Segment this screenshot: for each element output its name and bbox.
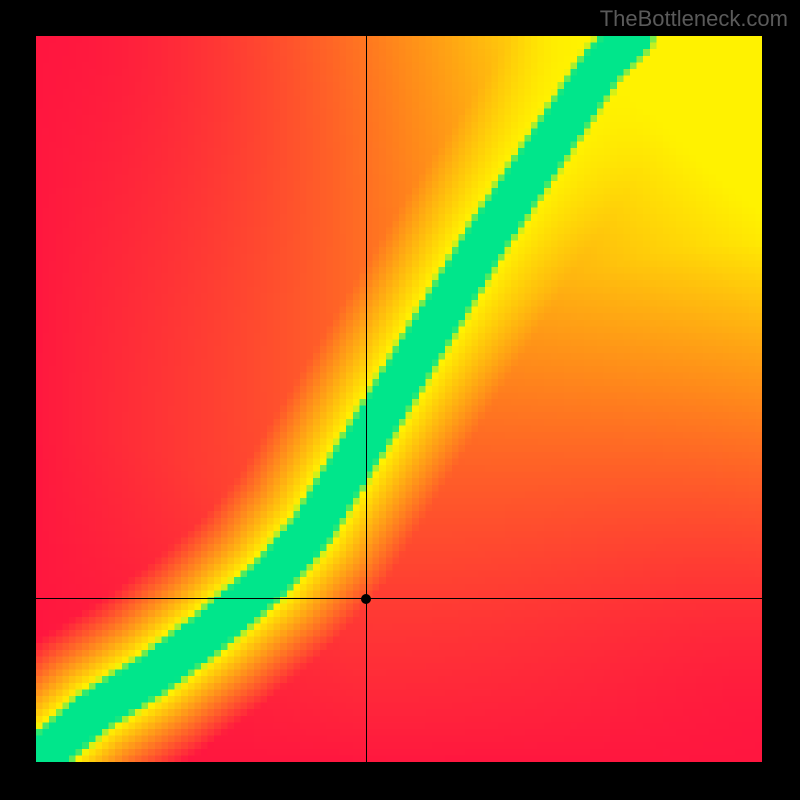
- watermark-text: TheBottleneck.com: [600, 6, 788, 32]
- heatmap-plot: [36, 36, 762, 762]
- crosshair-horizontal: [36, 598, 762, 599]
- crosshair-vertical: [366, 36, 367, 762]
- crosshair-marker-dot: [361, 594, 371, 604]
- heatmap-canvas: [36, 36, 762, 762]
